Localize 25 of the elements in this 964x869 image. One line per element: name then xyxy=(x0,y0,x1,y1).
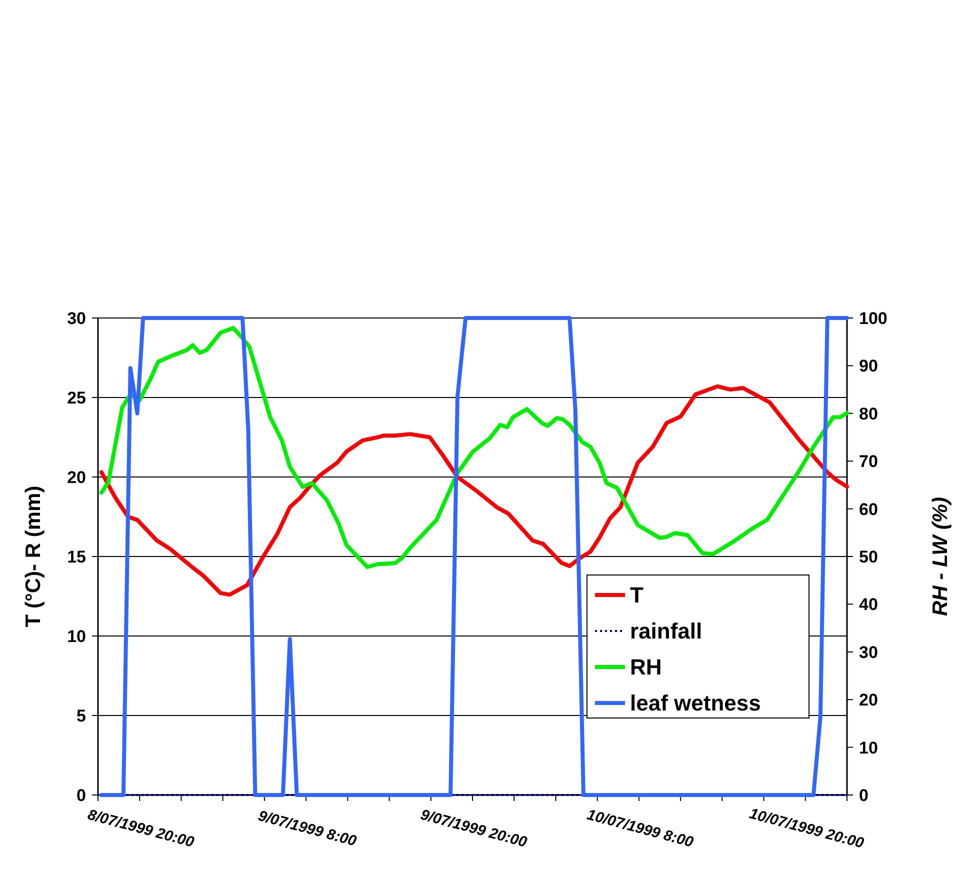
y-tick-label: 10 xyxy=(67,626,86,646)
legend-label: leaf wetness xyxy=(630,690,761,716)
y-tick-label: 30 xyxy=(67,308,86,328)
legend-label: RH xyxy=(630,654,662,680)
y2-tick-label: 60 xyxy=(859,500,878,519)
y2-axis-title: RH - LW (%) xyxy=(929,497,952,616)
y2-tick-label: 40 xyxy=(859,595,878,614)
y2-tick-label: 20 xyxy=(859,690,878,710)
y-tick-label: 25 xyxy=(67,388,86,408)
x-tick-label: 9/07/1999 8:00 xyxy=(256,807,359,850)
y-tick-label: 5 xyxy=(76,706,86,726)
y2-tick-label: 80 xyxy=(859,404,878,424)
y-tick-label: 0 xyxy=(76,786,86,805)
y2-tick-label: 90 xyxy=(859,356,878,376)
y-axis-title: T (°C)- R (mm) xyxy=(22,486,45,628)
legend-label: rainfall xyxy=(630,618,702,644)
y-tick-label: 15 xyxy=(67,547,86,566)
y2-tick-label: 50 xyxy=(859,547,878,566)
y2-tick-label: 30 xyxy=(859,642,878,662)
y2-tick-label: 0 xyxy=(859,786,868,805)
y-tick-label: 20 xyxy=(67,468,86,487)
y2-tick-label: 70 xyxy=(859,452,878,472)
legend-label: T xyxy=(630,582,644,608)
y2-tick-label: 100 xyxy=(859,308,888,328)
y2-tick-label: 10 xyxy=(859,738,878,758)
